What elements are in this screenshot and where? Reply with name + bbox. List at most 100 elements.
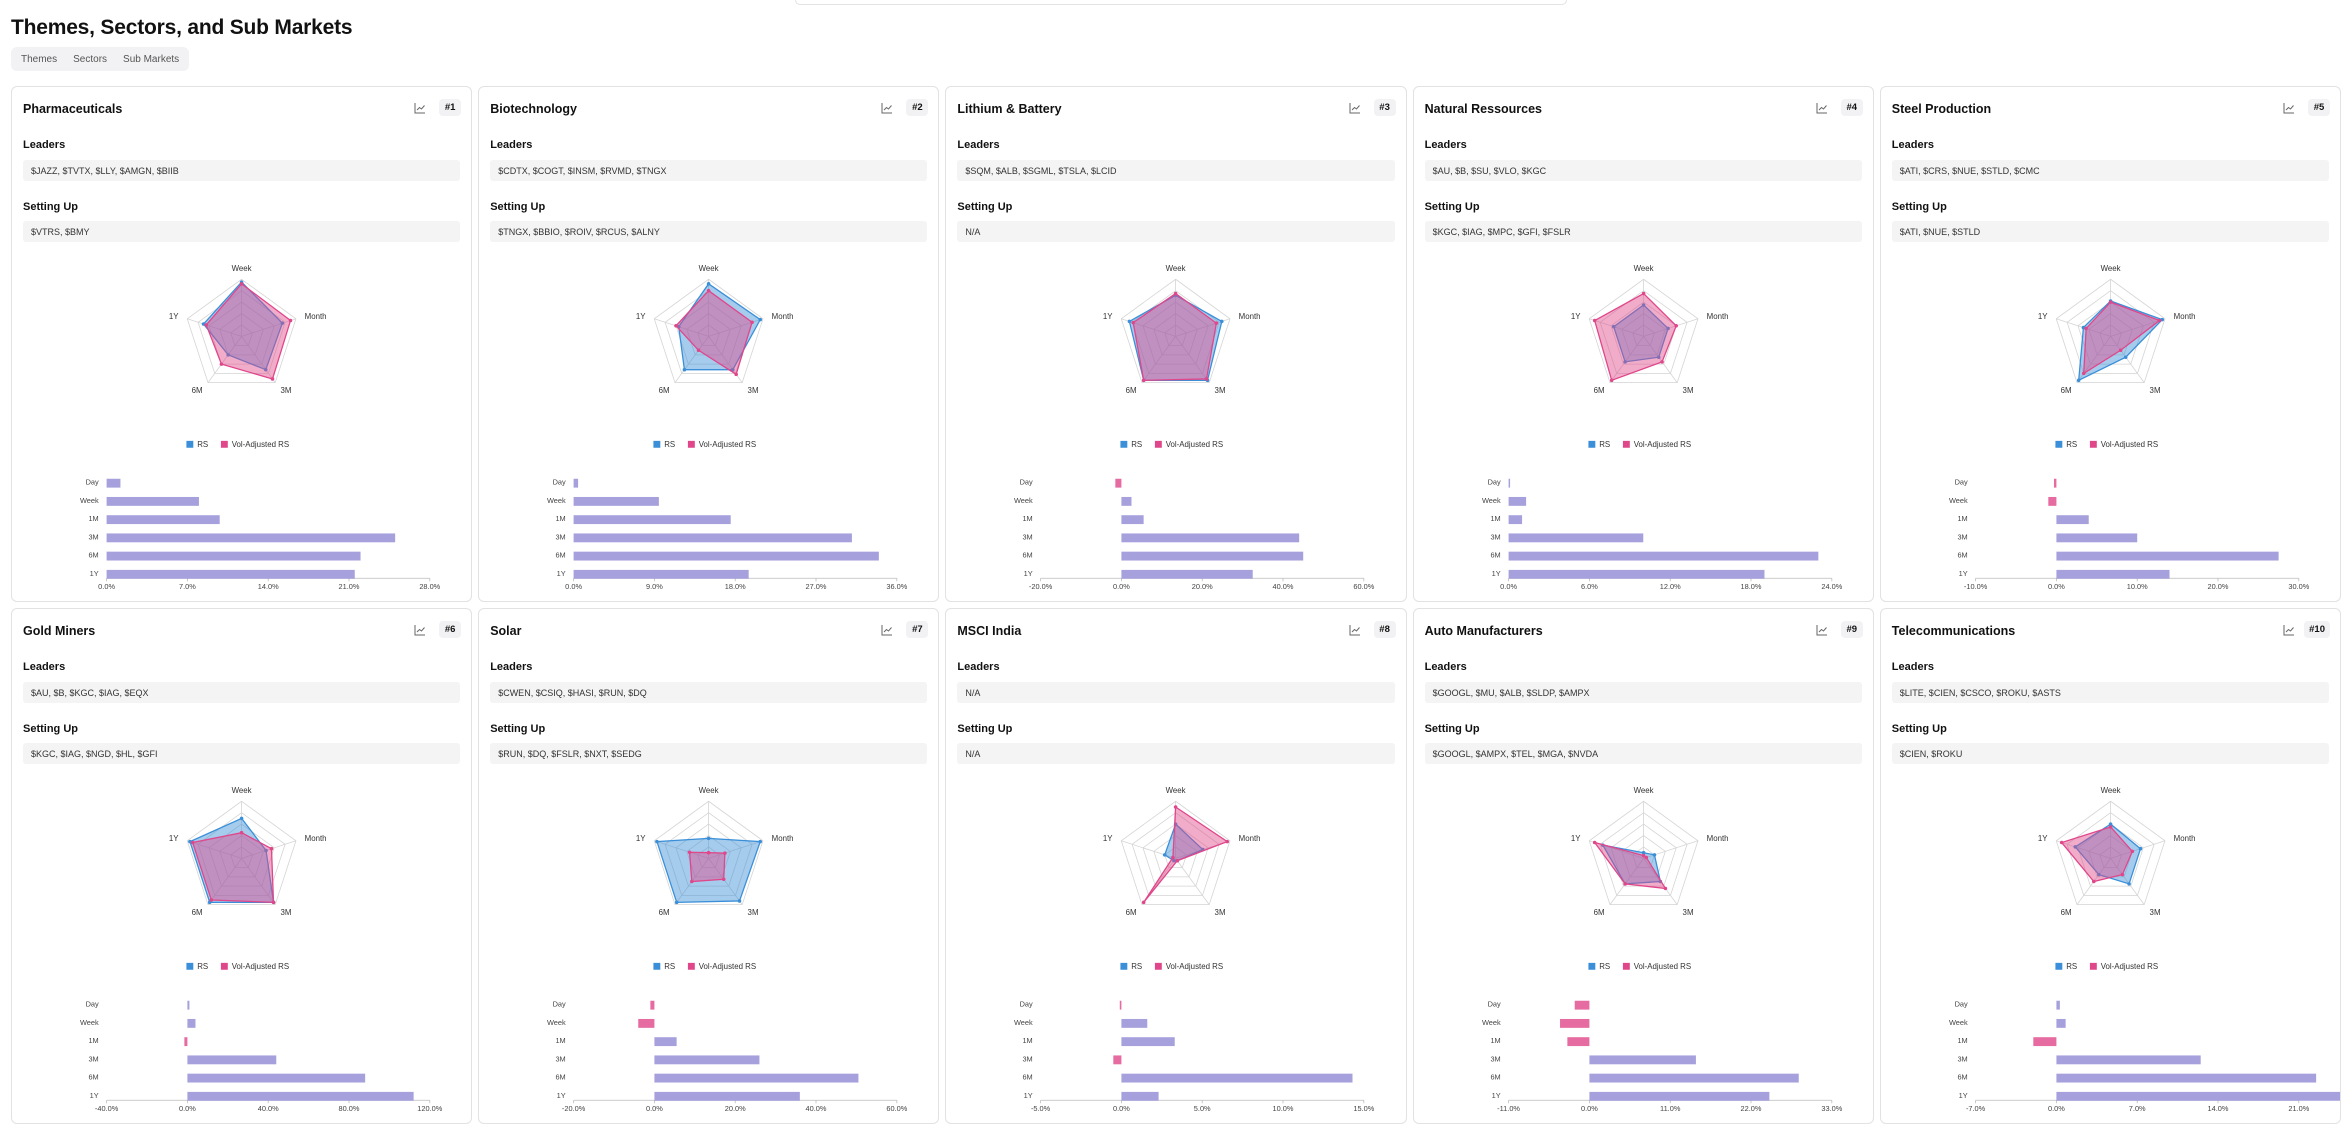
chart-view-button[interactable] — [2281, 100, 2297, 116]
performance-bar — [2056, 1055, 2201, 1065]
bar-row-label: Day — [1020, 478, 1033, 487]
legend-rs-label: RS — [1599, 962, 1610, 971]
theme-card: Telecommunications #10 Leaders $LITE, $C… — [1879, 608, 2341, 1124]
performance-bar-chart: -20.0% 0.0% 20.0% 40.0% 60.0% Day Week 1M 3M 6M 1Y — [1014, 478, 1375, 589]
rank-badge: #2 — [906, 99, 929, 116]
rank-badge: #5 — [2308, 99, 2330, 116]
performance-bar — [106, 496, 199, 506]
rs-series-point — [731, 367, 735, 372]
rank-badge: #7 — [906, 621, 929, 638]
performance-bar-chart: -5.0% 0.0% 5.0% 10.0% 15.0% Day Week 1M 3M 6M 1Y — [1014, 1000, 1375, 1111]
bar-x-tick-label: 30.0% — [2288, 582, 2309, 589]
chart-view-button[interactable] — [879, 622, 895, 638]
tab-sub-markets[interactable]: Sub Markets — [123, 53, 180, 65]
performance-bar — [2056, 1091, 2340, 1101]
legend-vol-swatch — [1155, 440, 1163, 448]
radar-spoke — [241, 840, 297, 859]
rs-series — [656, 837, 762, 903]
leaders-label: Leaders — [490, 139, 533, 151]
chart-view-button[interactable] — [1814, 100, 1830, 116]
vol-adjusted-rs-series-point — [2130, 849, 2134, 854]
vol-adjusted-rs-series-point — [239, 830, 244, 835]
vol-adjusted-rs-series-point — [707, 288, 711, 293]
tab-sectors[interactable]: Sectors — [73, 53, 108, 65]
radar-axis-label: Month — [772, 834, 794, 843]
radar-grid-ring — [1599, 290, 1688, 374]
radar-grid-ring — [1153, 835, 1199, 878]
performance-bar — [106, 533, 396, 543]
radar-legend: RS Vol-Adjusted RS — [1120, 440, 1223, 449]
radar-spoke — [708, 858, 743, 905]
bar-row-label: 1Y — [557, 569, 566, 578]
chart-view-button[interactable] — [1347, 622, 1363, 638]
vol-adjusted-rs-series-point — [270, 377, 275, 381]
radar-chart: Week Month 3M 6M 1Y RS Vol-Adjusted RS — [1571, 264, 1729, 449]
radar-spoke — [708, 318, 764, 337]
radar-grid-ring — [1142, 301, 1210, 365]
chart-view-button[interactable] — [879, 100, 895, 116]
radar-grid-ring — [2088, 313, 2133, 356]
line-chart-icon — [1349, 103, 1360, 114]
performance-bar — [1559, 1018, 1589, 1028]
radar-grid-ring — [219, 835, 264, 878]
setting-up-list: $KGC, $IAG, $NGD, $HL, $GFI — [23, 743, 461, 764]
vol-adjusted-rs-series-point — [707, 850, 711, 855]
vol-adjusted-rs-series — [1143, 805, 1230, 903]
radar-axis-label: Month — [1239, 312, 1261, 321]
rs-series-point — [707, 282, 711, 286]
legend-vol-swatch — [688, 440, 695, 448]
vol-adjusted-rs-series-point — [1205, 377, 1209, 381]
performance-bar — [573, 551, 880, 561]
setting-up-label: Setting Up — [1424, 201, 1480, 213]
bar-x-tick-label: 0.0% — [2048, 582, 2065, 589]
chart-view-button[interactable] — [412, 100, 428, 116]
bar-row-label: 1Y — [1958, 569, 1967, 578]
vol-adjusted-rs-series-point — [1644, 855, 1648, 860]
legend-vol-swatch — [1622, 440, 1630, 448]
vol-adjusted-rs-series-point — [734, 372, 739, 377]
bar-x-tick-label: 0.0% — [1581, 1104, 1598, 1111]
leaders-label: Leaders — [1424, 139, 1467, 151]
chart-view-button[interactable] — [1347, 100, 1363, 116]
vol-adjusted-rs-series-point — [1174, 291, 1178, 296]
performance-bar — [1566, 1037, 1589, 1047]
radar-legend: RS Vol-Adjusted RS — [1120, 962, 1223, 971]
tab-themes[interactable]: Themes — [21, 53, 58, 65]
chart-view-button[interactable] — [1814, 622, 1830, 638]
bar-x-tick-label: 14.0% — [258, 582, 279, 589]
chart-view-button[interactable] — [412, 622, 428, 638]
performance-bar-chart: -7.0% 0.0% 7.0% 14.0% 21.0% Day Week 1M 3M 6M 1Y — [1949, 1000, 2340, 1111]
rs-series-point — [1128, 319, 1132, 324]
vol-adjusted-rs-series-point — [239, 282, 244, 286]
leaders-label: Leaders — [23, 661, 66, 673]
performance-bar — [654, 1055, 760, 1065]
radar-axis-label: 3M — [1682, 908, 1693, 917]
radar-grid-ring — [2055, 278, 2166, 384]
bar-row-label: 3M — [1490, 1054, 1500, 1063]
bar-x-tick-label: 11.0% — [1660, 1104, 1681, 1111]
rs-series-point — [707, 836, 711, 841]
radar-axis-label: 6M — [1593, 386, 1604, 395]
theme-card: Solar #7 Leaders $CWEN, $CSIQ, $HASI, $R… — [478, 608, 940, 1124]
setting-up-label: Setting Up — [1424, 723, 1480, 735]
bar-row-label: 6M — [1023, 1073, 1033, 1082]
vol-adjusted-rs-series-point — [1659, 360, 1664, 364]
radar-grid-ring — [686, 835, 731, 878]
radar-grid-ring — [675, 823, 742, 887]
line-chart-icon — [1816, 103, 1827, 114]
performance-bar — [1588, 1055, 1696, 1065]
radar-grid-ring — [2077, 823, 2144, 887]
rs-series-point — [2127, 882, 2131, 886]
radar-spoke — [654, 840, 709, 859]
chart-view-button[interactable] — [2281, 622, 2297, 638]
radar-legend: RS Vol-Adjusted RS — [653, 962, 756, 971]
radar-axis-label: Week — [232, 264, 252, 273]
legend-rs-label: RS — [664, 440, 675, 449]
rs-series — [1612, 304, 1669, 363]
bar-x-tick-label: 10.0% — [1273, 1104, 1294, 1111]
radar-grid-ring — [2099, 846, 2122, 869]
top-search-bar[interactable] — [795, 0, 1567, 5]
vol-adjusted-rs-series — [205, 282, 292, 380]
rank-badge: #3 — [1373, 99, 1396, 116]
legend-vol-label: Vol-Adjusted RS — [232, 440, 289, 449]
